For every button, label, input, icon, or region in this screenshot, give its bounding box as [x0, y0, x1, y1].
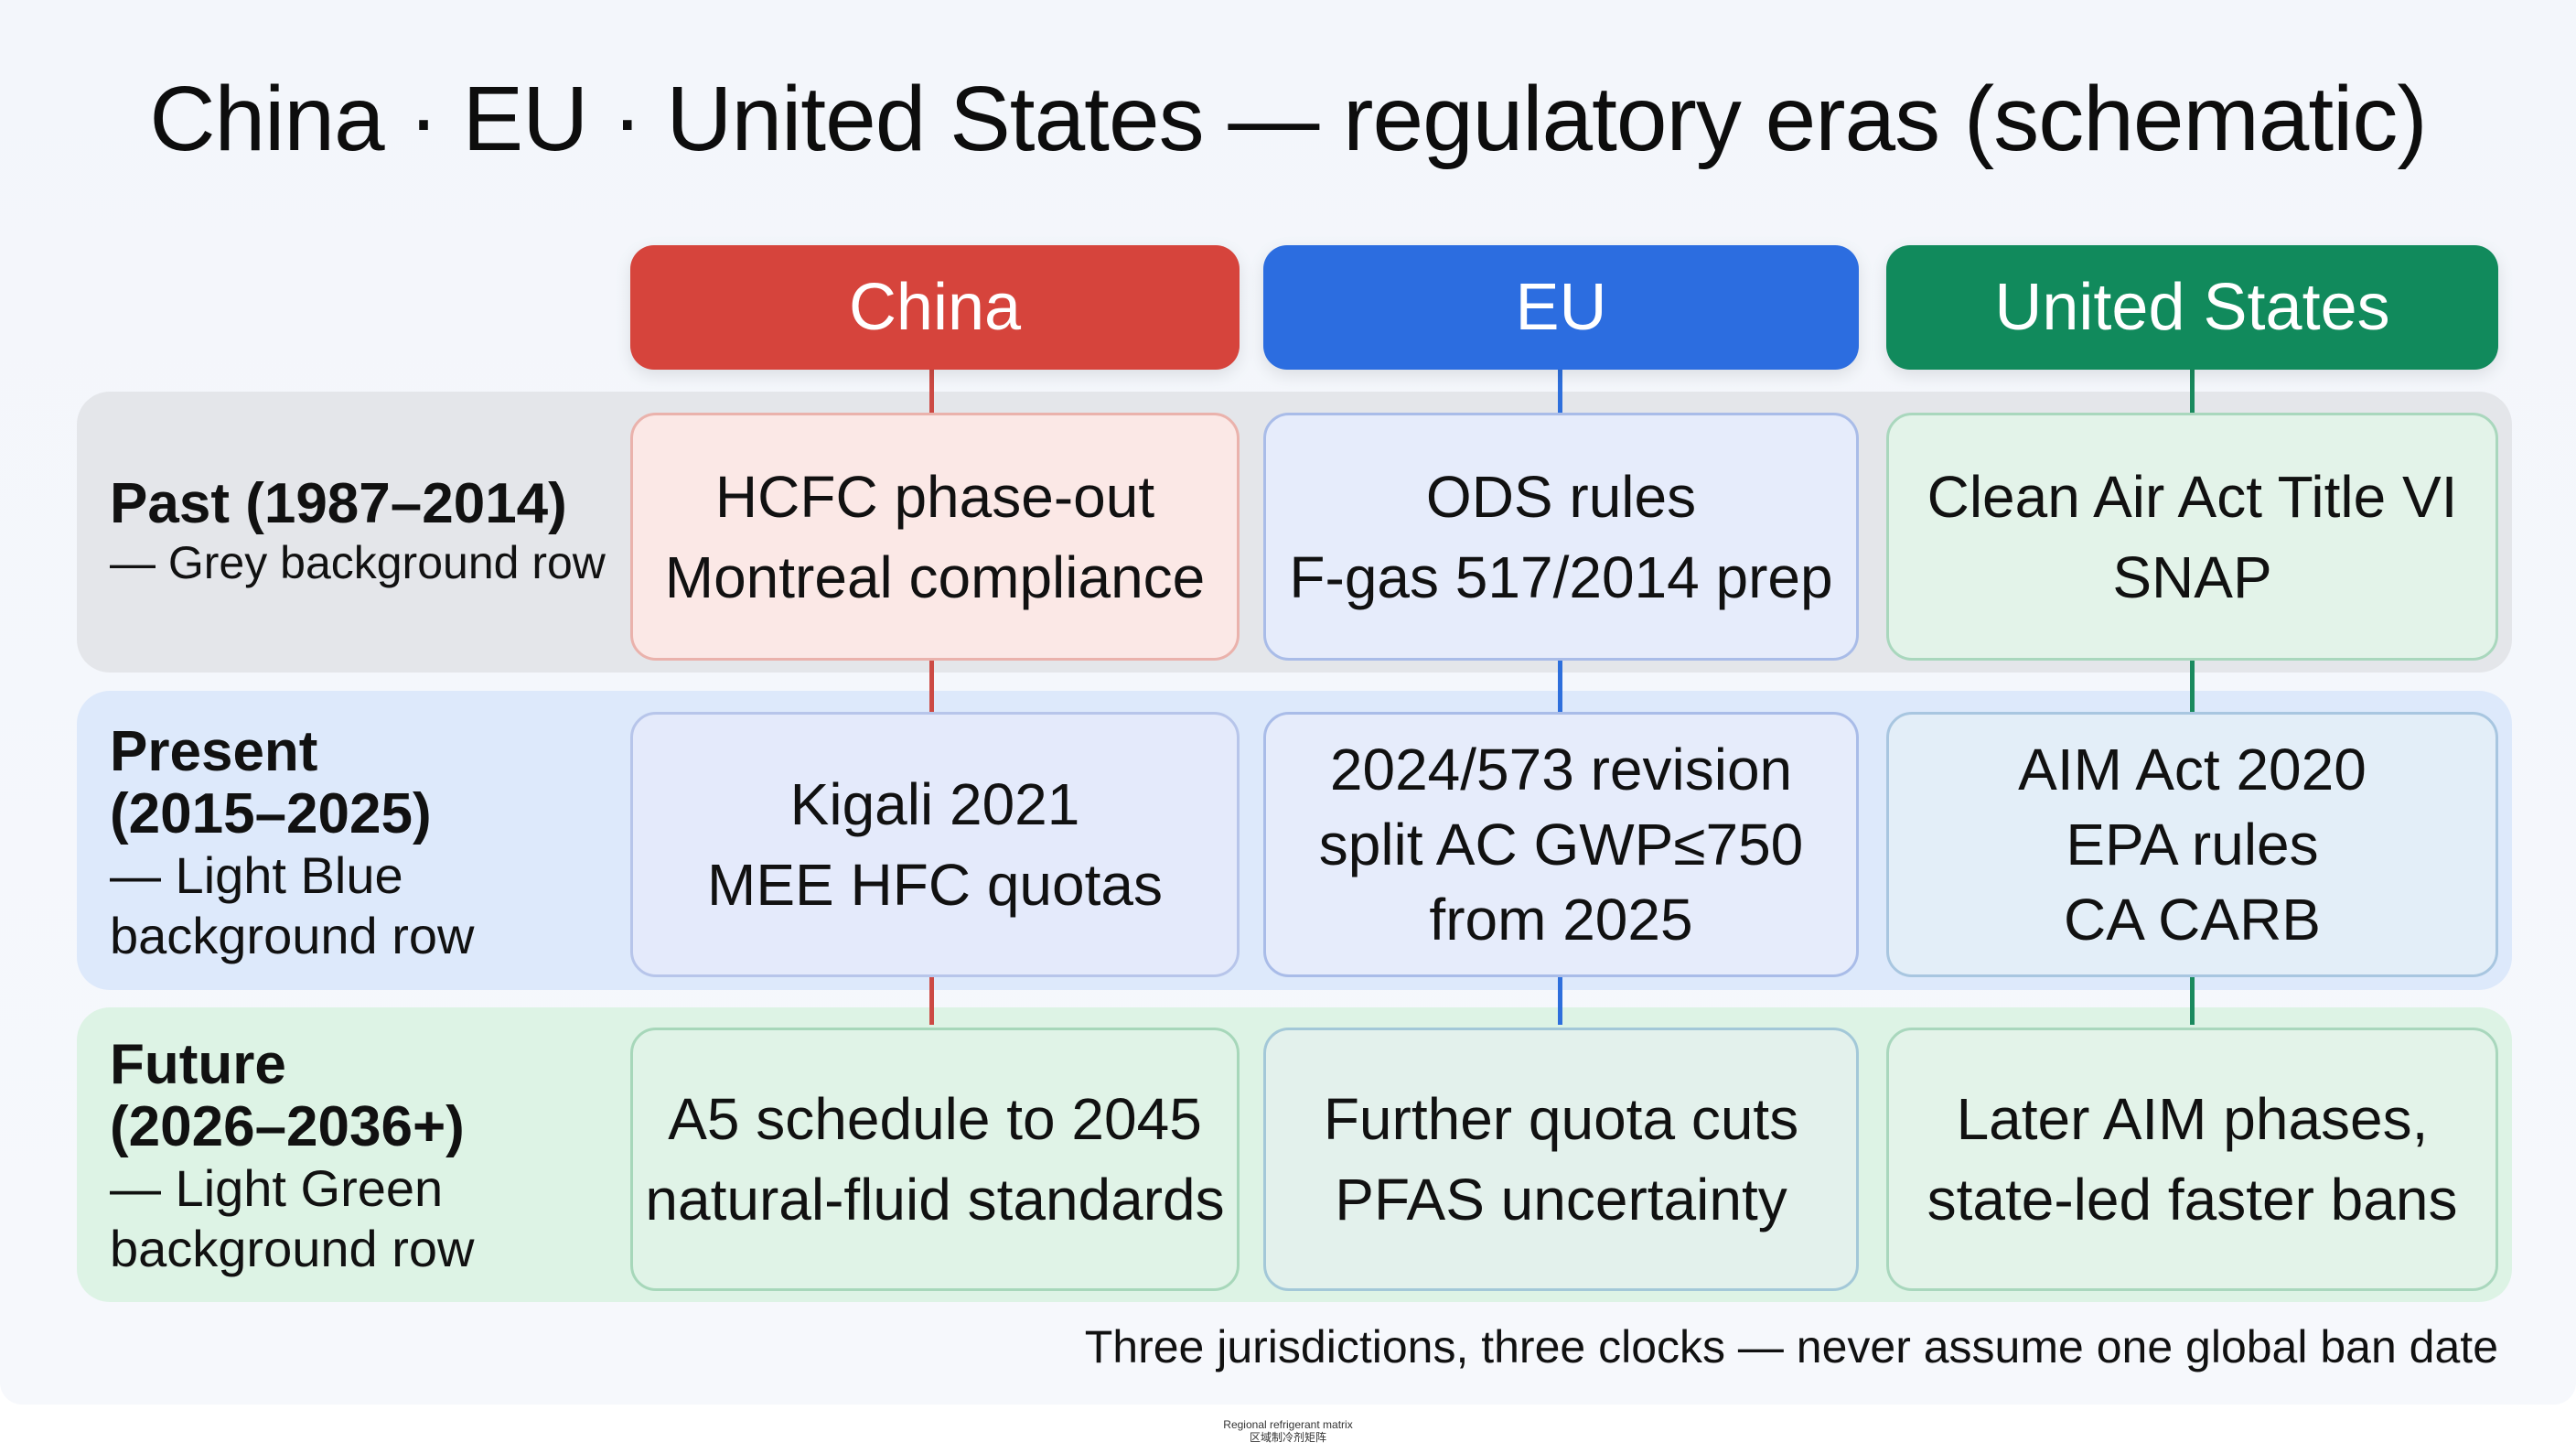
row-label-description: — Grey background row: [110, 537, 606, 588]
row-label-future: Future (2026–2036+) — Light Green backgr…: [110, 1034, 622, 1279]
cell-text: 2024/573 revision: [1329, 737, 1793, 802]
slide: China · EU · United States — regulatory …: [0, 0, 2576, 1405]
row-label-description: background row: [110, 907, 475, 964]
cell-text: natural-fluid standards: [645, 1167, 1225, 1232]
cell-text: Later AIM phases,: [1956, 1086, 2429, 1152]
row-label-description: — Light Blue: [110, 846, 403, 904]
column-header-eu: EU: [1263, 245, 1859, 370]
cell-text: AIM Act 2020: [2018, 737, 2367, 802]
row-label-name: (2015–2025): [110, 782, 432, 845]
column-connector-china: [929, 366, 934, 1025]
column-connector-us: [2190, 366, 2195, 1025]
row-label-name: Present: [110, 720, 318, 783]
row-label-name: Future: [110, 1033, 286, 1096]
cell-past-eu: ODS rules F-gas 517/2014 prep: [1263, 413, 1859, 661]
cell-text: Clean Air Act Title VI: [1927, 463, 2458, 530]
cell-future-china: A5 schedule to 2045 natural-fluid standa…: [630, 1028, 1240, 1291]
cell-text: MEE HFC quotas: [707, 852, 1163, 918]
cell-past-us: Clean Air Act Title VI SNAP: [1886, 413, 2498, 661]
cell-text: from 2025: [1429, 887, 1693, 953]
caption-line: 区域制冷剂矩阵: [1249, 1431, 1326, 1444]
footnote: Three jurisdictions, three clocks — neve…: [1084, 1321, 2498, 1372]
cell-text: ODS rules: [1425, 463, 1697, 530]
column-header-china: China: [630, 245, 1240, 370]
cell-future-eu: Further quota cuts PFAS uncertainty: [1263, 1028, 1859, 1291]
page-title: China · EU · United States — regulatory …: [149, 68, 2427, 170]
cell-text: A5 schedule to 2045: [668, 1086, 1202, 1152]
row-label-present: Present (2015–2025) — Light Blue backgro…: [110, 721, 622, 966]
cell-text: SNAP: [2112, 544, 2272, 610]
cell-text: Kigali 2021: [789, 771, 1080, 837]
cell-future-us: Later AIM phases, state-led faster bans: [1886, 1028, 2498, 1291]
cell-past-china: HCFC phase-out Montreal compliance: [630, 413, 1240, 661]
cell-text: PFAS uncertainty: [1335, 1167, 1787, 1232]
cell-text: split AC GWP≤750: [1318, 812, 1804, 877]
column-header-us: United States: [1886, 245, 2498, 370]
image-caption: Regional refrigerant matrix 区域制冷剂矩阵: [0, 1418, 2576, 1444]
row-label-past: Past (1987–2014) — Grey background row: [110, 473, 622, 590]
row-label-description: background row: [110, 1220, 475, 1277]
cell-present-eu: 2024/573 revision split AC GWP≤750 from …: [1263, 712, 1859, 977]
cell-text: Further quota cuts: [1323, 1086, 1799, 1152]
cell-text: HCFC phase-out: [714, 463, 1155, 530]
caption-line: Regional refrigerant matrix: [1223, 1418, 1353, 1431]
cell-text: Montreal compliance: [664, 544, 1206, 610]
row-label-name: Past (1987–2014): [110, 472, 567, 535]
cell-text: CA CARB: [2064, 887, 2321, 953]
cell-present-china: Kigali 2021 MEE HFC quotas: [630, 712, 1240, 977]
row-label-description: — Light Green: [110, 1159, 444, 1217]
row-label-name: (2026–2036+): [110, 1095, 465, 1158]
cell-text: EPA rules: [2066, 812, 2319, 877]
column-connector-eu: [1558, 366, 1562, 1025]
cell-text: F-gas 517/2014 prep: [1289, 544, 1833, 610]
cell-present-us: AIM Act 2020 EPA rules CA CARB: [1886, 712, 2498, 977]
cell-text: state-led faster bans: [1927, 1167, 2458, 1232]
